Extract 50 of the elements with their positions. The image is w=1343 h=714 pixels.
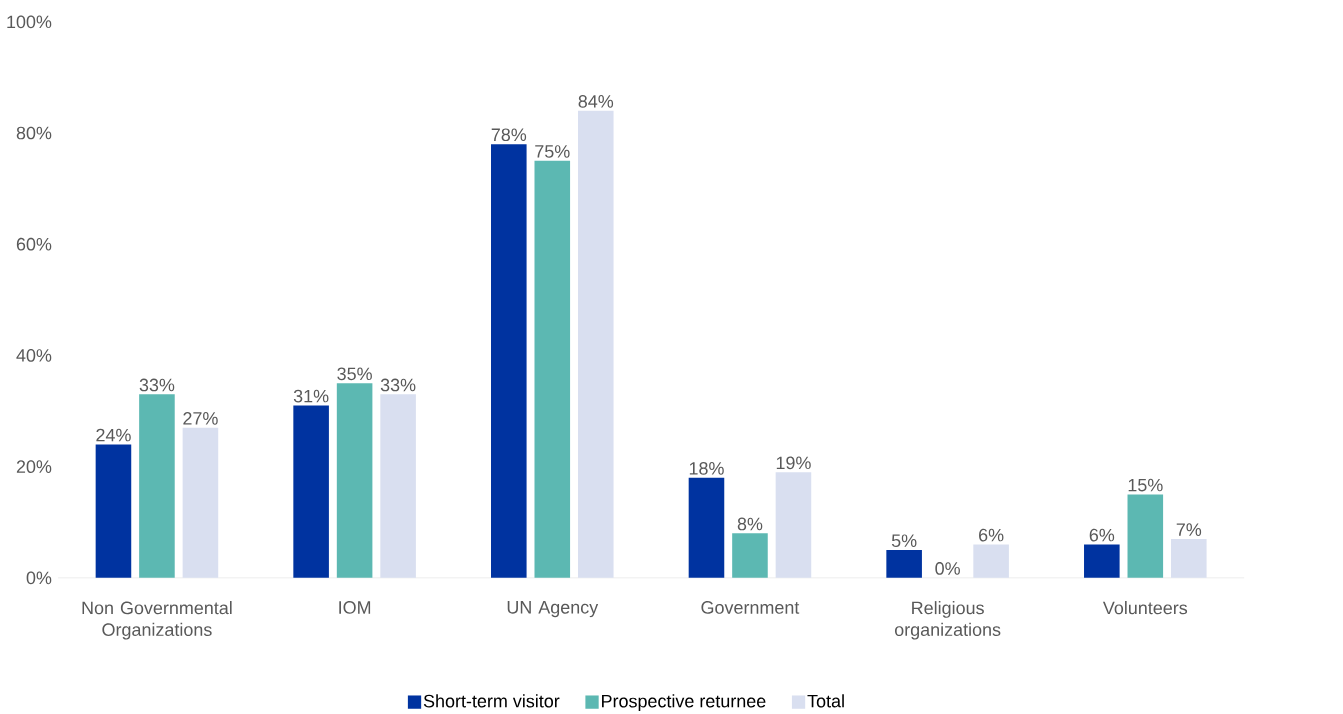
data-label: 78%: [491, 128, 527, 142]
bar: [293, 405, 329, 578]
legend-label: Total: [807, 694, 844, 708]
data-label: 8%: [737, 517, 763, 531]
data-label: 7%: [1176, 523, 1202, 537]
x-tick-label: Non Governmental Organizations: [82, 601, 232, 640]
data-label: 18%: [689, 462, 724, 475]
x-tick-label: UN Agency: [507, 601, 599, 618]
data-label: 33%: [139, 378, 175, 392]
data-label: 0%: [935, 562, 960, 575]
legend-label: Prospective returnee: [602, 694, 766, 712]
data-label: 84%: [578, 95, 614, 108]
bar: [886, 550, 922, 578]
bar: [1084, 544, 1120, 578]
data-label: 35%: [337, 367, 372, 381]
bar: [182, 427, 219, 578]
data-label: 5%: [891, 534, 917, 548]
bar: [775, 472, 812, 578]
bar: [577, 110, 614, 578]
x-tick-label: Government: [701, 601, 800, 614]
data-label: 19%: [776, 456, 811, 470]
y-tick-label: 0%: [26, 571, 52, 585]
y-tick-label: 40%: [16, 349, 52, 362]
y-tick-label: 60%: [16, 237, 52, 251]
bar: [1171, 539, 1207, 578]
y-tick-label: 80%: [16, 126, 52, 140]
bar: [973, 544, 1009, 578]
bar: [534, 160, 571, 578]
data-label: 75%: [535, 145, 570, 158]
data-label: 6%: [1089, 528, 1115, 542]
bar: [95, 444, 132, 578]
bar: [139, 394, 175, 578]
y-tick-label: 20%: [16, 460, 52, 474]
x-tick-label: Volunteers: [1102, 601, 1188, 615]
bar: [1127, 494, 1164, 578]
x-tick-label: Religious organizations: [894, 601, 1001, 640]
x-tick-label: IOM: [339, 601, 371, 614]
y-tick-label: 100%: [7, 15, 52, 29]
data-label: 27%: [183, 412, 218, 425]
data-label: 31%: [293, 389, 329, 403]
bar: [380, 394, 416, 578]
data-label: 33%: [380, 378, 416, 392]
data-label: 24%: [96, 428, 131, 442]
bar: [336, 383, 373, 578]
bar: [732, 533, 768, 578]
bar: [491, 144, 527, 578]
data-label: 15%: [1128, 478, 1163, 492]
data-label: 6%: [979, 528, 1004, 542]
bar: [688, 477, 725, 578]
legend-label: Short-term visitor: [423, 694, 560, 708]
